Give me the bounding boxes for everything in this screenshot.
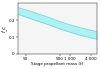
X-axis label: Stage propellant mass (t): Stage propellant mass (t) bbox=[31, 62, 84, 66]
Y-axis label: f_c: f_c bbox=[1, 25, 7, 32]
